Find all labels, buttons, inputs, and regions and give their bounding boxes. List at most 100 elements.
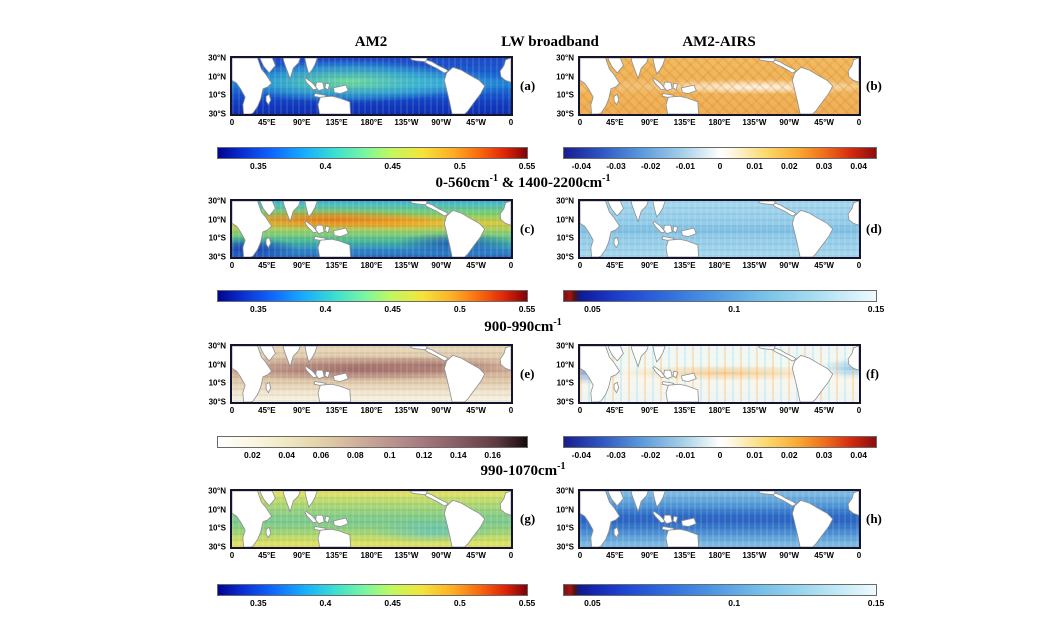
y-tick-label: 10°N: [208, 505, 226, 515]
colorbar-tick-label: 0.5: [453, 598, 466, 608]
map-panel-a: 30°N 10°N 10°S 30°S 0 45°E 90°E 135°E 180°E 135°…: [208, 54, 513, 128]
x-tick-label: 135°W: [742, 551, 767, 560]
colorbar-tick-label: 0.06: [312, 450, 330, 460]
band-title-text: & 1400-2200cm: [498, 175, 603, 191]
colorbar-tick-label: 0.04: [850, 450, 867, 460]
colorbar-tick-label: 0.15: [867, 598, 885, 608]
x-tick-label: 90°W: [431, 261, 452, 270]
x-tick-label: 135°E: [325, 118, 348, 127]
x-tick-label: 135°W: [394, 118, 419, 127]
band-title-sup: -1: [602, 173, 611, 184]
x-tick-label: 0: [508, 406, 514, 415]
x-tick-label: 45°E: [258, 551, 276, 560]
x-tick-label: 135°W: [742, 406, 767, 415]
map-panel-c: 30°N 10°N 10°S 30°S 0 45°E 90°E 135°E 180°E 135°…: [208, 197, 513, 271]
x-axis-ticks: 0 45°E 90°E 135°E 180°E 135°W 90°W 45°W 0: [578, 346, 861, 415]
colorbar-tick-label: 0.12: [415, 450, 433, 460]
x-axis-ticks: 0 45°E 90°E 135°E 180°E 135°W 90°W 45°W 0: [578, 58, 861, 127]
y-tick-label: 30°S: [556, 542, 574, 552]
y-tick-label: 30°N: [556, 486, 574, 496]
y-axis-ticks: 30°N 10°N 10°S 30°S: [556, 342, 859, 407]
colorbar-tick-label: -0.02: [640, 450, 661, 460]
colorbar-tick-label: 0.55: [518, 161, 536, 171]
column-title-am2-airs: AM2-AIRS: [682, 34, 756, 50]
x-tick-label: 90°E: [641, 551, 659, 560]
y-tick-label: 10°S: [208, 233, 226, 243]
x-tick-label: 180°E: [708, 406, 731, 415]
y-axis-ticks: 30°N 10°N 10°S 30°S: [556, 54, 859, 119]
y-tick-label: 30°N: [208, 196, 226, 206]
x-tick-label: 45°W: [466, 261, 486, 270]
band-title-990-1070: 990-1070cm-1: [481, 461, 566, 480]
colorbar-tick-label: 0.4: [319, 598, 332, 608]
colorbar-tick-label: 0.16: [484, 450, 501, 460]
x-tick-label: 135°E: [325, 261, 348, 270]
x-tick-label: 90°W: [431, 118, 452, 127]
y-tick-label: 10°S: [208, 523, 226, 533]
x-tick-label: 90°E: [641, 118, 659, 127]
x-tick-label: 90°E: [293, 551, 311, 560]
y-tick-label: 10°N: [556, 505, 574, 515]
x-tick-label: 180°E: [708, 551, 731, 560]
panel-label-g: (g): [520, 511, 536, 526]
map-panel-g: 30°N 10°N 10°S 30°S 0 45°E 90°E 135°E 180°E 135°…: [208, 487, 513, 561]
panel-label-h: (h): [866, 511, 882, 526]
y-tick-label: 30°S: [556, 397, 574, 407]
y-tick-label: 10°S: [208, 90, 226, 100]
panel-label-a: (a): [520, 78, 536, 93]
y-tick-label: 30°S: [208, 109, 226, 119]
y-tick-label: 10°S: [556, 523, 574, 533]
y-tick-label: 30°N: [556, 53, 574, 63]
x-tick-label: 90°E: [293, 406, 311, 415]
x-tick-label: 135°E: [673, 551, 696, 560]
colorbar-tick-label: 0.5: [453, 161, 466, 171]
x-tick-label: 180°E: [708, 118, 731, 127]
colorbar-tick-label: 0.4: [319, 304, 332, 314]
x-tick-label: 90°W: [431, 551, 452, 560]
colorbar-tick-label: 0.01: [746, 450, 763, 460]
x-tick-label: 90°E: [641, 406, 659, 415]
y-tick-label: 30°S: [208, 397, 226, 407]
colorbar-tick-label: -0.02: [640, 161, 661, 171]
x-tick-label: 90°W: [431, 406, 452, 415]
colorbar-tick-label: 0.35: [250, 161, 267, 171]
y-tick-label: 10°N: [208, 360, 226, 370]
y-tick-label: 30°S: [556, 252, 574, 262]
x-tick-label: 45°W: [814, 406, 834, 415]
y-tick-label: 30°N: [208, 53, 226, 63]
x-tick-label: 90°W: [779, 406, 800, 415]
colorbar-tick-label: 0.15: [867, 304, 885, 314]
map-panel-d: 30°N 10°N 10°S 30°S 0 45°E 90°E 135°E 180°E 135°…: [556, 197, 861, 271]
x-tick-label: 45°W: [814, 551, 834, 560]
x-axis-ticks: 0 45°E 90°E 135°E 180°E 135°W 90°W 45°W 0: [230, 346, 513, 415]
x-tick-label: 0: [229, 261, 235, 270]
x-axis-ticks: 0 45°E 90°E 135°E 180°E 135°W 90°W 45°W 0: [230, 201, 513, 270]
colorbar-tick-label: 0.1: [728, 598, 741, 608]
x-tick-label: 135°W: [742, 118, 767, 127]
y-tick-label: 10°S: [556, 233, 574, 243]
x-tick-label: 90°E: [293, 118, 311, 127]
x-tick-label: 135°W: [394, 261, 419, 270]
colorbar-tick-label: 0.03: [815, 161, 833, 171]
colorbar-tick-label: 0.1: [383, 450, 396, 460]
band-title-text: 900-990cm: [484, 319, 554, 335]
y-axis-ticks: 30°N 10°N 10°S 30°S: [208, 54, 511, 119]
x-tick-label: 180°E: [708, 261, 731, 270]
x-tick-label: 180°E: [360, 261, 383, 270]
x-tick-label: 45°E: [258, 261, 276, 270]
y-tick-label: 10°N: [208, 72, 226, 82]
x-tick-label: 45°E: [258, 118, 276, 127]
colorbar-tick-label: 0.05: [584, 304, 601, 314]
colorbar-tick-label: 0.04: [850, 161, 867, 171]
y-tick-label: 30°N: [208, 341, 226, 351]
x-tick-label: 0: [229, 118, 235, 127]
y-axis-ticks: 30°N 10°N 10°S 30°S: [208, 487, 511, 552]
y-tick-label: 30°N: [556, 341, 574, 351]
colorbar-row3-right: -0.04 -0.03 -0.02 -0.01 0 0.01 0.02 0.03 0.04: [563, 436, 877, 460]
colorbar-tick-label: -0.04: [571, 161, 592, 171]
panel-label-e: (e): [520, 366, 535, 381]
colorbar-row3-left: 0.02 0.04 0.06 0.08 0.1 0.12 0.14 0.16: [217, 436, 528, 460]
y-tick-label: 30°S: [208, 252, 226, 262]
map-panel-b: 30°N 10°N 10°S 30°S 0 45°E 90°E 135°E 180°E 135°…: [556, 54, 861, 128]
x-tick-label: 180°E: [360, 406, 383, 415]
